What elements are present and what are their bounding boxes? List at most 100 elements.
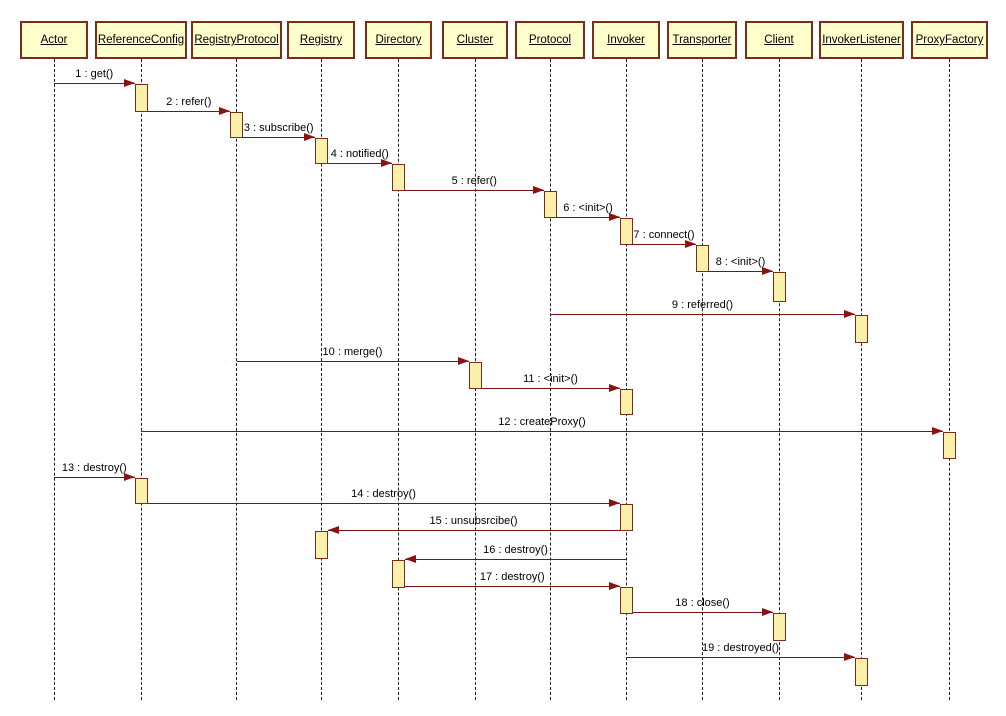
- arrowhead-icon: [761, 267, 773, 275]
- activation-bar-reference-config: [134, 84, 148, 112]
- message-arrow-8: [708, 271, 773, 273]
- message-label-7: 7 : connect(): [633, 229, 695, 241]
- participant-label: Registry: [299, 34, 343, 46]
- message-label-8: 8 : <init>(): [715, 256, 766, 268]
- lifeline-proxy-factory: [949, 59, 950, 700]
- lifeline-client: [778, 59, 780, 700]
- participant-box-registry-protocol: RegistryProtocol: [191, 21, 282, 59]
- activation-bar-directory: [392, 164, 405, 191]
- arrowhead-icon: [761, 608, 773, 616]
- message-label-3: 3 : subscribe(): [243, 122, 314, 134]
- activation-bar-protocol: [543, 191, 557, 218]
- arrowhead-icon: [457, 357, 469, 365]
- participant-label: Client: [764, 34, 794, 46]
- participant-box-transporter: Transporter: [667, 21, 737, 59]
- message-label-6: 6 : <init>(): [563, 202, 613, 214]
- arrowhead-icon: [381, 159, 392, 167]
- message-label-10: 10 : merge(): [322, 346, 383, 358]
- message-arrow-4: [327, 163, 392, 165]
- activation-bar-registry: [314, 531, 328, 559]
- activation-bar-proxy-factory: [943, 432, 956, 459]
- activation-bar-client: [772, 272, 786, 302]
- participant-label: ProxyFactory: [915, 34, 984, 46]
- activation-bar-registry: [314, 138, 328, 164]
- message-label-17: 17 : destroy(): [479, 571, 545, 583]
- message-label-19: 19 : destroyed(): [701, 642, 780, 654]
- message-arrow-9: [550, 314, 855, 316]
- activation-bar-reference-config: [134, 478, 148, 504]
- lifeline-reference-config: [140, 59, 142, 700]
- message-arrow-15: [327, 530, 620, 532]
- participant-label: RegistryProtocol: [194, 34, 279, 46]
- activation-bar-invoker: [619, 587, 633, 614]
- arrowhead-icon: [123, 79, 135, 87]
- message-arrow-7: [632, 244, 696, 246]
- message-label-16: 16 : destroy(): [483, 544, 548, 556]
- lifeline-transporter: [701, 59, 703, 700]
- activation-bar-directory: [392, 560, 405, 588]
- message-label-15: 15 : unsubsrcibe(): [429, 515, 518, 527]
- arrowhead-icon: [844, 653, 855, 661]
- lifeline-invoker-listener: [861, 59, 862, 700]
- message-label-9: 9 : referred(): [671, 299, 734, 311]
- message-label-18: 18 : close(): [675, 597, 730, 609]
- message-arrow-17: [405, 586, 620, 588]
- message-label-14: 14 : destroy(): [351, 488, 416, 500]
- arrowhead-icon: [932, 427, 943, 435]
- arrowhead-icon: [327, 526, 339, 534]
- arrowhead-icon: [532, 186, 544, 194]
- message-arrow-5: [405, 190, 544, 192]
- arrowhead-icon: [684, 240, 696, 248]
- participant-label: InvokerListener: [822, 34, 901, 46]
- message-arrow-12: [141, 431, 943, 433]
- participant-box-reference-config: ReferenceConfig: [95, 21, 187, 59]
- activation-bar-cluster: [468, 362, 482, 389]
- activation-bar-invoker: [619, 218, 633, 245]
- participant-box-registry: Registry: [287, 21, 355, 59]
- participant-label: Actor: [40, 34, 68, 46]
- lifeline-registry: [320, 59, 322, 700]
- arrowhead-icon: [844, 310, 855, 318]
- arrowhead-icon: [219, 107, 230, 115]
- arrowhead-icon: [123, 473, 135, 481]
- message-arrow-1: [54, 83, 135, 85]
- participant-label: Cluster: [456, 34, 494, 46]
- message-arrow-6: [556, 217, 620, 219]
- participant-box-cluster: Cluster: [442, 21, 508, 59]
- lifeline-invoker: [625, 59, 627, 700]
- participant-box-directory: Directory: [365, 21, 432, 59]
- participant-box-protocol: Protocol: [515, 21, 585, 59]
- participant-box-client: Client: [745, 21, 813, 59]
- activation-bar-registry-protocol: [230, 112, 243, 138]
- lifeline-directory: [398, 59, 399, 700]
- arrowhead-icon: [303, 133, 315, 141]
- participant-label: Transporter: [672, 34, 732, 46]
- message-arrow-16: [405, 559, 626, 561]
- activation-bar-client: [772, 613, 786, 641]
- participant-box-actor: Actor: [20, 21, 88, 59]
- arrowhead-icon: [608, 499, 620, 507]
- activation-bar-invoker: [619, 389, 633, 415]
- message-label-13: 13 : destroy(): [61, 462, 127, 474]
- participant-box-invoker: Invoker: [592, 21, 660, 59]
- message-arrow-18: [632, 612, 773, 614]
- lifeline-registry-protocol: [236, 59, 237, 700]
- message-arrow-10: [236, 361, 469, 363]
- participant-box-invoker-listener: InvokerListener: [819, 21, 904, 59]
- arrowhead-icon: [608, 213, 620, 221]
- message-arrow-14: [147, 503, 620, 505]
- participant-label: Directory: [375, 34, 422, 46]
- activation-bar-transporter: [695, 245, 709, 272]
- participant-label: Invoker: [607, 34, 645, 46]
- message-label-2: 2 : refer(): [166, 96, 212, 108]
- lifeline-actor: [53, 59, 55, 700]
- message-label-11: 11 : <init>(): [523, 373, 578, 385]
- message-arrow-19: [626, 657, 855, 659]
- message-label-12: 12 : createProxy(): [498, 416, 586, 428]
- participant-box-proxy-factory: ProxyFactory: [911, 21, 988, 59]
- message-arrow-13: [54, 477, 135, 479]
- message-label-4: 4 : notified(): [330, 148, 389, 160]
- message-arrow-3: [243, 137, 315, 139]
- message-arrow-2: [147, 111, 230, 113]
- arrowhead-icon: [608, 582, 620, 590]
